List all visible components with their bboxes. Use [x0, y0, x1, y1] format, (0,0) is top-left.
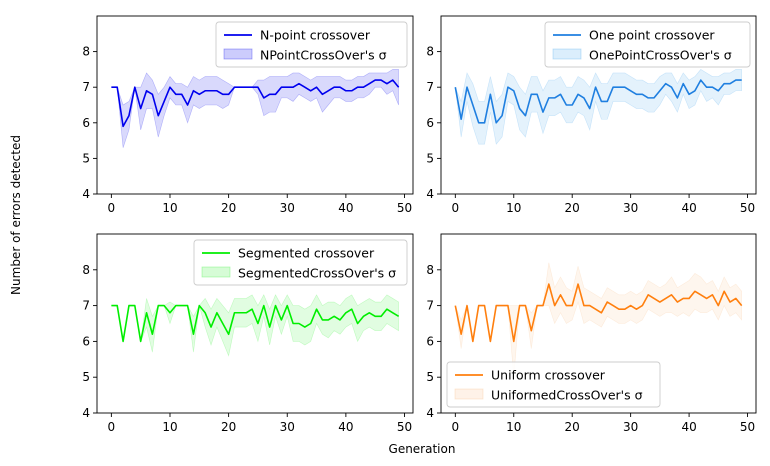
y-tick-label: 8 — [82, 45, 90, 59]
x-tick-label: 10 — [162, 420, 177, 434]
series-line — [454, 283, 743, 343]
y-tick-label: 6 — [82, 116, 90, 130]
y-tick-label: 7 — [426, 299, 434, 313]
y-tick-label: 6 — [426, 334, 434, 348]
y-tick-label: 5 — [82, 370, 90, 384]
axes-frame — [96, 15, 414, 195]
x-tick-label: 0 — [108, 420, 116, 434]
x-tick-label: 30 — [280, 201, 295, 215]
y-tick-label: 8 — [82, 263, 90, 277]
x-tick-label: 20 — [221, 201, 236, 215]
x-tick-label: 10 — [506, 420, 521, 434]
x-tick-label: 10 — [506, 201, 521, 215]
legend-box — [193, 239, 408, 286]
subplot-1: 4 5 6 7 8 0 10 20 30 40 50 N-point crossover NPointC… — [82, 15, 414, 215]
x-tick-label: 30 — [623, 201, 638, 215]
legend-box — [544, 21, 751, 68]
x-tick-label: 50 — [740, 420, 755, 434]
y-tick-label: 6 — [82, 334, 90, 348]
legend-label: OnePointCrossOver's σ — [589, 48, 732, 63]
legend-band-swatch — [552, 48, 582, 60]
x-tick-label: 50 — [397, 201, 412, 215]
legend-band-swatch — [201, 266, 231, 278]
legend-label: One point crossover — [589, 28, 715, 43]
x-tick-label: 40 — [338, 201, 353, 215]
series-line — [454, 79, 742, 124]
x-tick-label: 30 — [623, 420, 638, 434]
legend-box — [446, 361, 661, 408]
x-tick-label: 20 — [221, 420, 236, 434]
y-axis-label: Number of errors detected — [9, 135, 23, 295]
legend-label: N-point crossover — [260, 28, 371, 43]
x-tick-label: 40 — [681, 420, 696, 434]
y-tick-label: 4 — [82, 187, 90, 201]
x-tick-label: 30 — [280, 420, 295, 434]
x-tick-label: 0 — [451, 420, 459, 434]
legend: One point crossover OnePointCrossOver's σ — [544, 21, 751, 68]
series-line — [111, 304, 400, 343]
x-tick-label: 50 — [397, 420, 412, 434]
x-axis-label: Generation — [389, 442, 456, 456]
legend-box — [215, 21, 408, 68]
legend-label: SegmentedCrossOver's σ — [238, 266, 396, 281]
x-tick-label: 0 — [451, 201, 459, 215]
y-tick-label: 8 — [426, 45, 434, 59]
legend: N-point crossover NPointCrossOver's σ — [215, 21, 408, 68]
y-tick-label: 5 — [426, 151, 434, 165]
series-line — [111, 79, 400, 128]
x-tick-label: 40 — [681, 201, 696, 215]
y-tick-label: 5 — [426, 370, 434, 384]
legend-band-swatch — [454, 388, 484, 400]
y-tick-label: 7 — [426, 80, 434, 94]
legend-label: Segmented crossover — [238, 246, 375, 261]
axes-frame — [440, 233, 757, 414]
legend-band-swatch — [223, 48, 253, 60]
y-tick-label: 4 — [426, 187, 434, 201]
y-tick-label: 7 — [82, 299, 90, 313]
legend: Uniform crossover UniformedCrossOver's σ — [446, 361, 661, 408]
y-tick-label: 6 — [426, 116, 434, 130]
x-tick-label: 20 — [565, 420, 580, 434]
legend-label: Uniform crossover — [491, 368, 606, 383]
y-tick-label: 4 — [426, 406, 434, 420]
y-tick-label: 4 — [82, 406, 90, 420]
axes-frame — [440, 15, 757, 195]
x-tick-label: 0 — [108, 201, 116, 215]
legend: Segmented crossover SegmentedCrossOver's … — [193, 239, 408, 286]
y-tick-label: 7 — [82, 80, 90, 94]
legend-label: UniformedCrossOver's σ — [491, 388, 643, 403]
x-tick-label: 10 — [162, 201, 177, 215]
subplot-2: 4 5 6 7 8 0 10 20 30 40 50 One point crossover OnePo… — [426, 15, 757, 215]
x-tick-label: 50 — [740, 201, 755, 215]
x-tick-label: 40 — [338, 420, 353, 434]
y-tick-label: 8 — [426, 263, 434, 277]
y-tick-label: 5 — [82, 151, 90, 165]
x-tick-label: 20 — [565, 201, 580, 215]
axes-frame — [96, 233, 414, 414]
legend-label: NPointCrossOver's σ — [260, 48, 387, 63]
